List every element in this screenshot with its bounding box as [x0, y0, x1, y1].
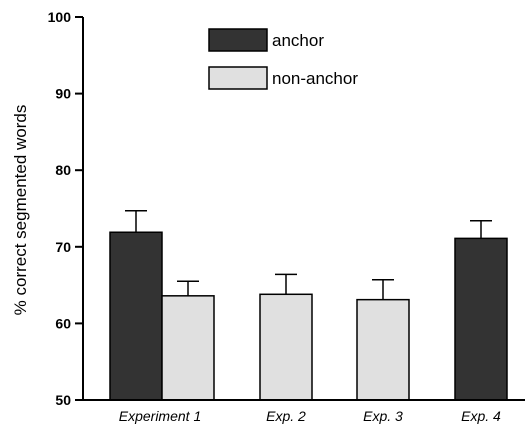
error-bars-group	[125, 210, 492, 300]
y-tick-label: 60	[55, 315, 71, 331]
bar-non-anchor	[259, 293, 313, 401]
axes	[82, 17, 525, 401]
legend: anchor non-anchor	[208, 28, 358, 90]
bars-group	[109, 231, 508, 401]
legend-label-non-anchor: non-anchor	[272, 69, 358, 88]
y-tick-label: 50	[55, 392, 71, 408]
legend-label-anchor: anchor	[272, 31, 324, 50]
y-tick-label: 70	[55, 239, 71, 255]
legend-swatch-non-anchor	[208, 66, 268, 90]
y-tick-label: 90	[55, 86, 71, 102]
x-category-label: Experiment 1	[119, 408, 201, 424]
y-axis-label: % correct segmented words	[11, 105, 30, 316]
legend-swatch-anchor	[208, 28, 268, 52]
x-category-label: Exp. 2	[266, 408, 306, 424]
bar-non-anchor	[161, 295, 215, 401]
bar-anchor	[454, 237, 508, 401]
y-tick-label: 100	[48, 9, 72, 25]
bar-anchor	[109, 231, 163, 401]
bar-non-anchor	[356, 298, 410, 401]
y-axis-ticks: 50 60 70 80 90 100	[48, 9, 83, 408]
x-category-label: Exp. 4	[461, 408, 501, 424]
y-tick-label: 80	[55, 162, 71, 178]
x-category-label: Exp. 3	[363, 408, 403, 424]
x-axis-category-labels: Experiment 1 Exp. 2 Exp. 3 Exp. 4	[119, 408, 501, 424]
